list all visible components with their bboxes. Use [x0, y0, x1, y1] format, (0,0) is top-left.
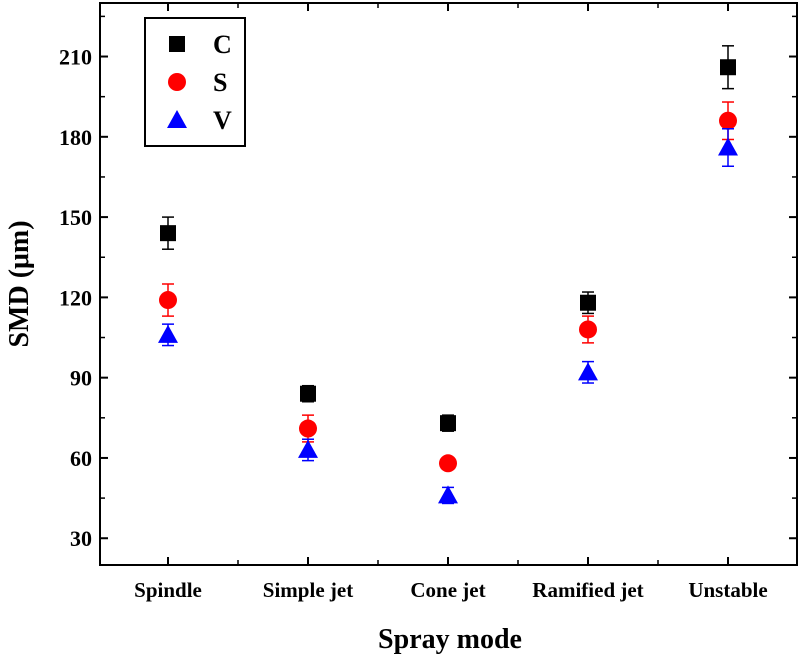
y-axis-title: SMD (μm) [4, 220, 35, 347]
data-point [719, 111, 737, 130]
legend-label: V [213, 106, 232, 135]
y-tick-label: 30 [70, 526, 92, 551]
data-point [439, 454, 457, 473]
data-point [300, 385, 316, 402]
x-tick-label: Spindle [134, 578, 202, 602]
data-point [578, 362, 598, 381]
plot-frame [99, 2, 798, 566]
data-point [299, 419, 317, 438]
data-point [298, 439, 318, 458]
x-tick-label: Unstable [688, 578, 767, 602]
data-point [158, 324, 178, 343]
data-point [718, 137, 738, 156]
y-tick-label: 60 [70, 446, 92, 471]
y-tick-label: 120 [59, 285, 92, 310]
x-tick-label: Cone jet [410, 578, 485, 602]
legend: CSV [144, 17, 246, 147]
data-point [438, 485, 458, 504]
series-V [158, 128, 738, 505]
data-point [580, 294, 596, 311]
legend-marker [169, 36, 185, 52]
data-point [579, 320, 597, 339]
data-point [159, 291, 177, 310]
data-point [160, 225, 176, 242]
y-tick-label: 90 [70, 366, 92, 391]
data-point [720, 59, 736, 76]
legend-label: S [213, 68, 227, 97]
data-layer [158, 45, 738, 505]
series-S [159, 101, 737, 473]
x-tick-label: Simple jet [263, 578, 353, 602]
data-point [440, 415, 456, 432]
legend-label: C [213, 30, 232, 59]
y-tick-label: 180 [59, 125, 92, 150]
legend-marker [168, 73, 186, 91]
y-tick-label: 210 [59, 45, 92, 70]
ticks-layer: 30 60 90 120 150 180 210 Spindle Simple jet Cone … [59, 3, 797, 602]
series-C [160, 45, 736, 432]
y-tick-label: 150 [59, 205, 92, 230]
x-tick-label: Ramified jet [532, 578, 643, 602]
legend-box [144, 17, 246, 147]
x-axis-title: Spray mode [378, 624, 522, 655]
legend-marker [167, 110, 187, 128]
